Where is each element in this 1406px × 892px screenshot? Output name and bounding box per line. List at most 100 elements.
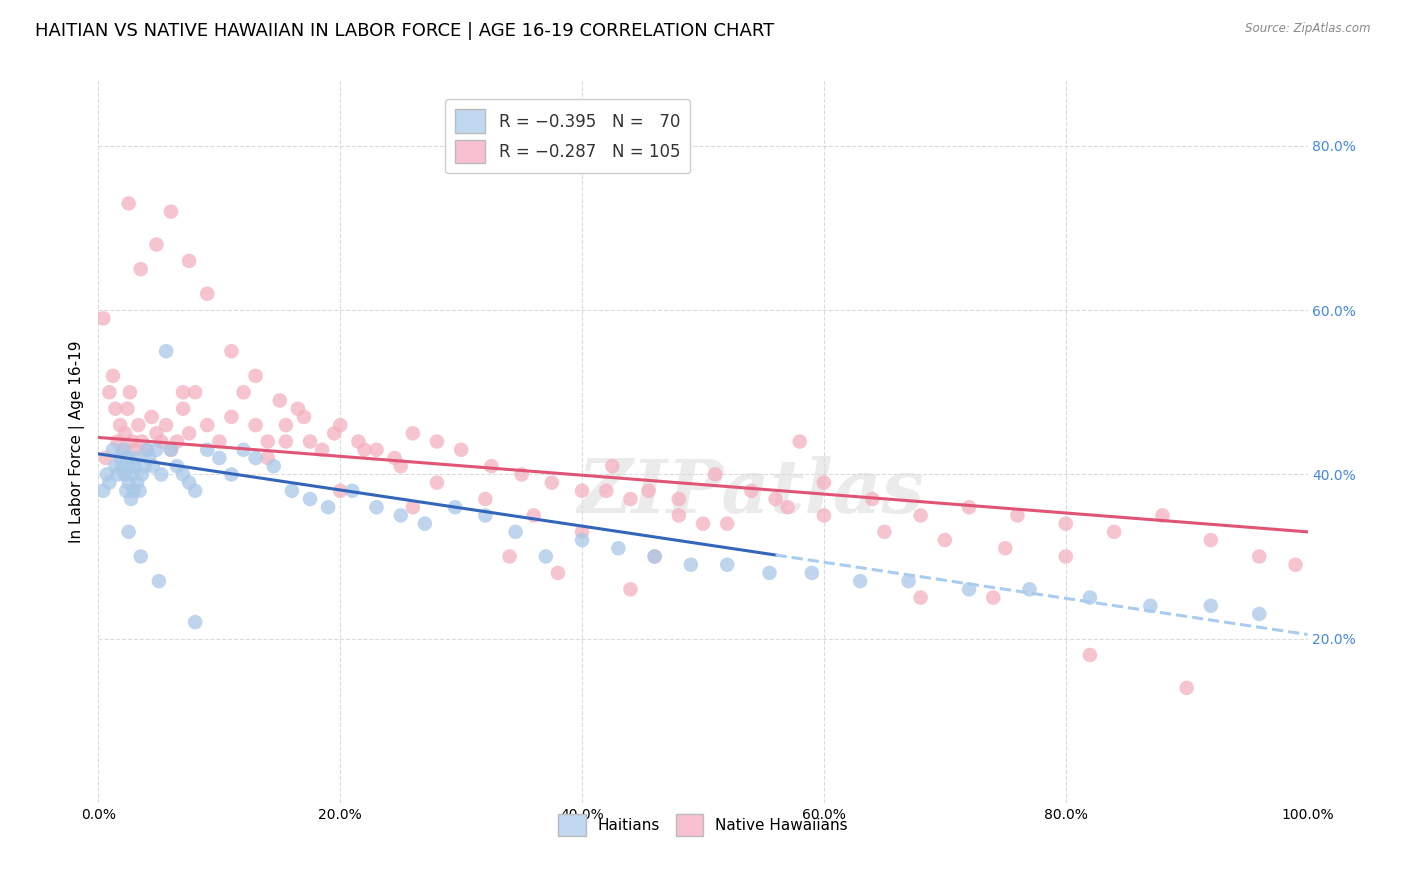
Point <box>172 467 194 482</box>
Point <box>124 442 146 457</box>
Point <box>118 196 141 211</box>
Point <box>274 418 297 433</box>
Point <box>98 475 121 490</box>
Point <box>450 442 472 457</box>
Point <box>245 418 267 433</box>
Point <box>256 434 278 449</box>
Point <box>366 442 388 457</box>
Point <box>96 467 118 482</box>
Point <box>765 491 787 506</box>
Point <box>127 418 149 433</box>
Point <box>208 434 231 449</box>
Point <box>179 253 201 268</box>
Point <box>800 566 823 580</box>
Point <box>145 237 167 252</box>
Point <box>118 524 141 539</box>
Point <box>444 500 467 515</box>
Point <box>195 286 218 301</box>
Point <box>108 450 131 465</box>
Point <box>101 442 124 457</box>
Point <box>134 459 156 474</box>
Point <box>607 541 630 556</box>
Point <box>716 558 738 572</box>
Point <box>179 475 201 490</box>
Point <box>118 385 141 400</box>
Point <box>1139 599 1161 613</box>
Point <box>353 442 375 457</box>
Point <box>740 483 762 498</box>
Text: HAITIAN VS NATIVE HAWAIIAN IN LABOR FORCE | AGE 16-19 CORRELATION CHART: HAITIAN VS NATIVE HAWAIIAN IN LABOR FORC… <box>35 22 775 40</box>
Point <box>118 459 141 474</box>
Point <box>668 508 690 523</box>
Point <box>184 385 207 400</box>
Point <box>994 541 1017 556</box>
Point <box>897 574 920 588</box>
Point <box>426 434 449 449</box>
Point <box>389 459 412 474</box>
Point <box>155 344 177 359</box>
Point <box>934 533 956 547</box>
Point <box>498 549 520 564</box>
Point <box>184 615 207 630</box>
Point <box>160 204 183 219</box>
Point <box>145 442 167 457</box>
Point <box>692 516 714 531</box>
Point <box>1249 549 1271 564</box>
Point <box>232 385 254 400</box>
Point <box>124 459 146 474</box>
Point <box>1175 681 1198 695</box>
Point <box>342 483 364 498</box>
Point <box>179 426 201 441</box>
Point <box>1199 533 1222 547</box>
Point <box>128 483 150 498</box>
Point <box>384 450 406 465</box>
Point <box>1078 591 1101 605</box>
Y-axis label: In Labor Force | Age 16-19: In Labor Force | Age 16-19 <box>69 340 86 543</box>
Point <box>150 434 173 449</box>
Point <box>172 401 194 416</box>
Point <box>1199 599 1222 613</box>
Point <box>316 500 339 515</box>
Point <box>112 442 135 457</box>
Point <box>1078 648 1101 662</box>
Point <box>91 483 114 498</box>
Point <box>602 459 624 474</box>
Point <box>287 401 309 416</box>
Point <box>668 491 690 506</box>
Point <box>323 426 346 441</box>
Point <box>125 450 148 465</box>
Point <box>1054 516 1077 531</box>
Point <box>131 467 153 482</box>
Point <box>402 426 425 441</box>
Point <box>329 418 352 433</box>
Point <box>120 491 142 506</box>
Point <box>644 549 666 564</box>
Point <box>426 475 449 490</box>
Point <box>104 401 127 416</box>
Point <box>114 467 136 482</box>
Point <box>299 491 322 506</box>
Point <box>776 500 799 515</box>
Point <box>571 533 593 547</box>
Point <box>94 450 117 465</box>
Point <box>813 508 835 523</box>
Point <box>571 524 593 539</box>
Point <box>122 483 145 498</box>
Point <box>121 467 143 482</box>
Point <box>540 475 562 490</box>
Point <box>474 491 496 506</box>
Point <box>114 426 136 441</box>
Point <box>195 442 218 457</box>
Point <box>1284 558 1306 572</box>
Point <box>981 591 1004 605</box>
Point <box>145 426 167 441</box>
Point <box>221 467 243 482</box>
Point <box>957 582 980 597</box>
Point <box>619 491 641 506</box>
Point <box>142 459 165 474</box>
Point <box>957 500 980 515</box>
Point <box>263 459 285 474</box>
Point <box>155 418 177 433</box>
Point <box>104 459 127 474</box>
Point <box>1007 508 1029 523</box>
